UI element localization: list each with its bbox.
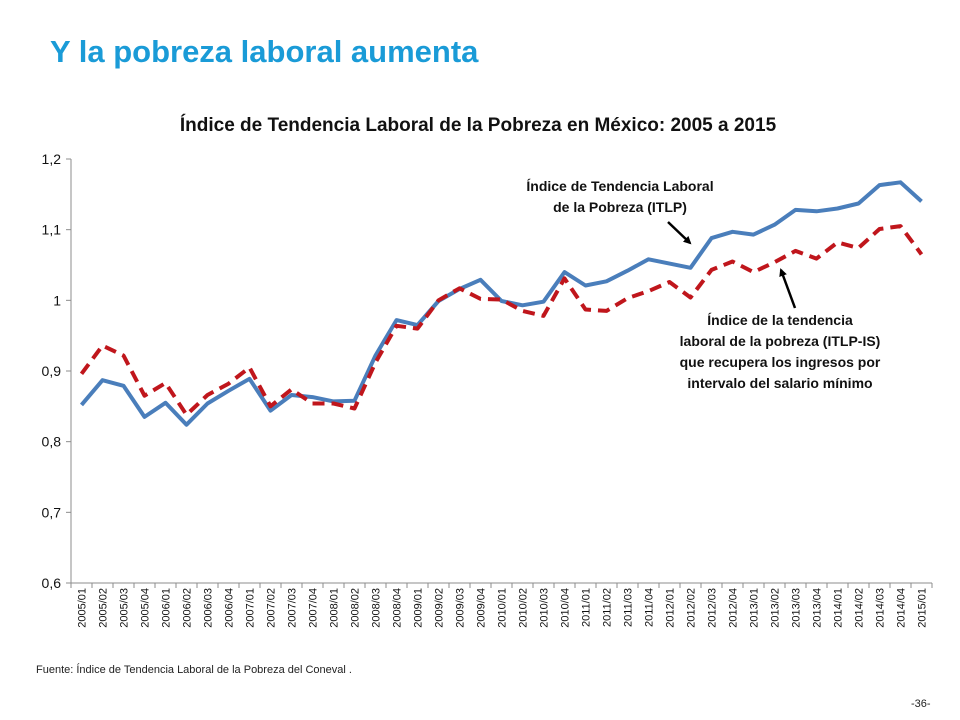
y-tick-label: 0,7 bbox=[42, 504, 62, 520]
y-tick-label: 1 bbox=[53, 292, 61, 308]
chart-axes: 0,6 0,7 0,8 0,9 1 1,1 1,2 2005/01 2005/02 2005/03… bbox=[42, 151, 933, 628]
x-tick-label: 2007/04 bbox=[308, 588, 320, 628]
x-tick-label: 2013/01 bbox=[749, 588, 761, 628]
x-tick-label: 2015/01 bbox=[917, 588, 929, 628]
x-tick-label: 2008/01 bbox=[329, 588, 341, 628]
y-tick-label: 0,8 bbox=[42, 434, 62, 450]
annotation-arrows bbox=[667, 221, 797, 309]
annotation-line: laboral de la pobreza (ITLP-IS) bbox=[679, 333, 881, 349]
x-tick-label: 2010/03 bbox=[539, 588, 551, 628]
x-tick-label: 2006/01 bbox=[161, 588, 173, 628]
itlp-is-arrow bbox=[779, 268, 797, 309]
y-tick-label: 0,6 bbox=[42, 575, 62, 591]
annotation-line: de la Pobreza (ITLP) bbox=[553, 199, 687, 215]
slide-title: Y la pobreza laboral aumenta bbox=[50, 34, 479, 69]
chart-title: Índice de Tendencia Laboral de la Pobrez… bbox=[180, 114, 777, 136]
x-tick-label: 2009/02 bbox=[434, 588, 446, 628]
x-tick-label: 2005/03 bbox=[119, 588, 131, 628]
y-tick-label: 1,2 bbox=[42, 151, 62, 167]
annotation-itlp-is: Índice de la tendencia laboral de la pobr… bbox=[650, 310, 910, 394]
x-tick-label: 2013/03 bbox=[791, 588, 803, 628]
x-tick-label: 2014/03 bbox=[875, 588, 887, 628]
page-number: -36- bbox=[911, 698, 931, 710]
x-tick-label: 2012/02 bbox=[686, 588, 698, 628]
chart-series bbox=[79, 180, 924, 427]
annotation-itlp: Índice de Tendencia Laboral de la Pobreza… bbox=[490, 176, 750, 218]
x-tick-label: 2011/04 bbox=[644, 588, 656, 627]
x-tick-label: 2014/02 bbox=[854, 588, 866, 628]
x-tick-label: 2009/04 bbox=[476, 588, 488, 628]
annotation-line: intervalo del salario mínimo bbox=[687, 375, 873, 391]
x-tick-label: 2010/02 bbox=[518, 588, 530, 628]
annotation-line: Índice de la tendencia bbox=[707, 312, 853, 328]
annotation-line: que recupera los ingresos por bbox=[679, 354, 881, 370]
source-note: Fuente: Índice de Tendencia Laboral de l… bbox=[36, 664, 352, 676]
x-tick-label: 2011/02 bbox=[602, 588, 614, 627]
x-tick-label: 2013/04 bbox=[812, 588, 824, 628]
annotation-line: Índice de Tendencia Laboral bbox=[526, 178, 714, 194]
x-tick-label: 2008/04 bbox=[392, 588, 404, 628]
series-itlp-is-line bbox=[79, 224, 924, 417]
x-tick-label: 2006/02 bbox=[182, 588, 194, 628]
x-tick-label: 2006/04 bbox=[224, 588, 236, 628]
x-tick-label: 2007/01 bbox=[245, 588, 257, 628]
x-tick-label: 2013/02 bbox=[770, 588, 782, 628]
x-tick-label: 2009/01 bbox=[413, 588, 425, 628]
itlp-arrow bbox=[667, 221, 692, 245]
x-tick-label: 2006/03 bbox=[203, 588, 215, 628]
x-tick-label: 2005/02 bbox=[98, 588, 110, 628]
x-tick-label: 2012/01 bbox=[665, 588, 677, 628]
x-tick-label: 2007/02 bbox=[266, 588, 278, 628]
x-tick-label: 2010/04 bbox=[560, 588, 572, 628]
x-tick-label: 2008/02 bbox=[350, 588, 362, 628]
x-tick-label: 2014/04 bbox=[896, 588, 908, 628]
y-tick-label: 0,9 bbox=[42, 363, 62, 379]
x-tick-label: 2014/01 bbox=[833, 588, 845, 628]
x-tick-label: 2011/01 bbox=[581, 588, 593, 627]
x-tick-label: 2009/03 bbox=[455, 588, 467, 628]
x-tick-label: 2011/03 bbox=[623, 588, 635, 627]
x-tick-label: 2005/04 bbox=[140, 588, 152, 628]
x-tick-label: 2012/04 bbox=[728, 588, 740, 628]
x-tick-label: 2008/03 bbox=[371, 588, 383, 628]
series-itlp-line bbox=[79, 180, 923, 427]
x-tick-label: 2010/01 bbox=[497, 588, 509, 628]
x-tick-label: 2007/03 bbox=[287, 588, 299, 628]
y-tick-label: 1,1 bbox=[42, 222, 62, 238]
x-tick-label: 2005/01 bbox=[77, 588, 89, 628]
x-tick-label: 2012/03 bbox=[707, 588, 719, 628]
